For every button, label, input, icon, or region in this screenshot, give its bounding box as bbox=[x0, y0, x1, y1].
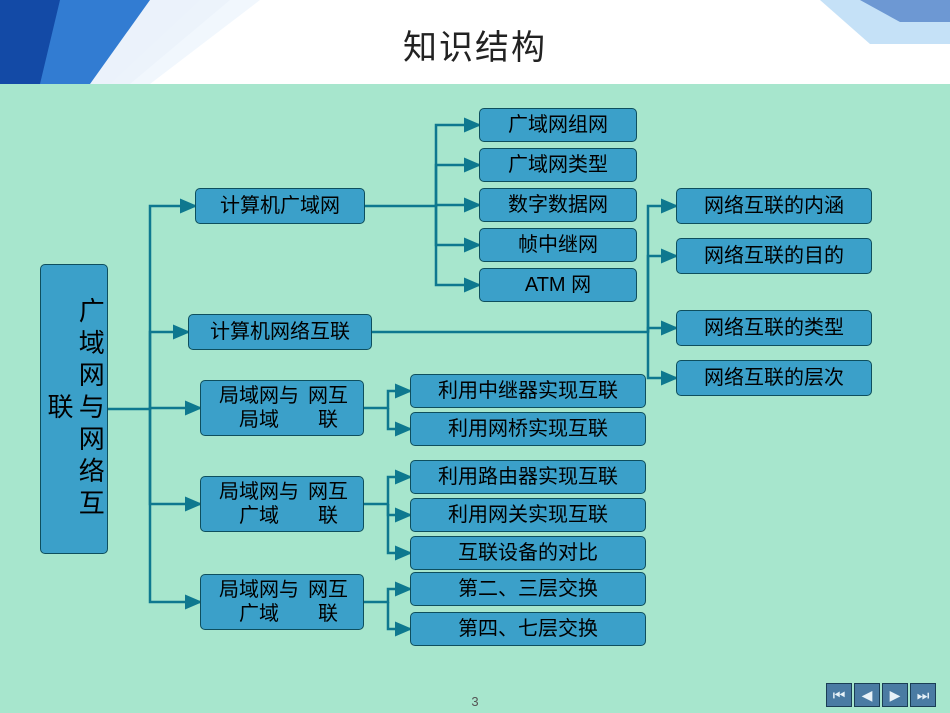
node-a5: ATM 网 bbox=[479, 268, 637, 302]
node-d1: 利用路由器实现互联 bbox=[410, 460, 646, 494]
node-b2: 网络互联的目的 bbox=[676, 238, 872, 274]
node-l2a: 计算机广域网 bbox=[195, 188, 365, 224]
nav-next-button[interactable]: ▶ bbox=[882, 683, 908, 707]
node-d2: 利用网关实现互联 bbox=[410, 498, 646, 532]
slide-title: 知识结构 bbox=[0, 20, 950, 69]
node-root: 广域网与网络互联 bbox=[40, 264, 108, 554]
diagram-canvas: 广域网与网络互联 计算机广域网计算机网络互联局域网与局域网互联局域网与广域网互联局… bbox=[0, 84, 950, 713]
node-a4: 帧中继网 bbox=[479, 228, 637, 262]
node-a1: 广域网组网 bbox=[479, 108, 637, 142]
node-d3: 互联设备的对比 bbox=[410, 536, 646, 570]
nav-prev-button[interactable]: ◀ bbox=[854, 683, 880, 707]
node-l2b: 计算机网络互联 bbox=[188, 314, 372, 350]
node-l2e: 局域网与广域网互联 bbox=[200, 574, 364, 630]
node-a2: 广域网类型 bbox=[479, 148, 637, 182]
node-l2c: 局域网与局域网互联 bbox=[200, 380, 364, 436]
nav-first-button[interactable]: ⏮ bbox=[826, 683, 852, 707]
page-number: 3 bbox=[0, 694, 950, 709]
nav-last-button[interactable]: ⏭ bbox=[910, 683, 936, 707]
node-e2: 第四、七层交换 bbox=[410, 612, 646, 646]
node-c2: 利用网桥实现互联 bbox=[410, 412, 646, 446]
node-a3: 数字数据网 bbox=[479, 188, 637, 222]
node-e1: 第二、三层交换 bbox=[410, 572, 646, 606]
node-b4: 网络互联的层次 bbox=[676, 360, 872, 396]
slide-header: 知识结构 bbox=[0, 0, 950, 84]
node-l2d: 局域网与广域网互联 bbox=[200, 476, 364, 532]
node-b3: 网络互联的类型 bbox=[676, 310, 872, 346]
node-b1: 网络互联的内涵 bbox=[676, 188, 872, 224]
nav-buttons: ⏮ ◀ ▶ ⏭ bbox=[826, 683, 936, 707]
node-c1: 利用中继器实现互联 bbox=[410, 374, 646, 408]
